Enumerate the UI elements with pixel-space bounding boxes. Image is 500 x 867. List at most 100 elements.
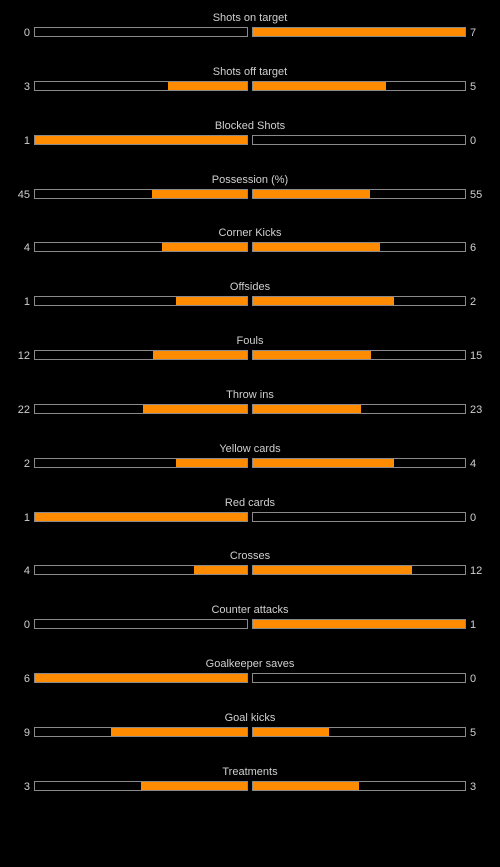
stat-row-treatments: Treatments 3 3 <box>0 765 500 819</box>
stat-row-fouls: Fouls 12 15 <box>0 334 500 388</box>
away-bar-fill <box>253 28 465 36</box>
stat-row-goal-kicks: Goal kicks 9 5 <box>0 711 500 765</box>
stat-label: Shots off target <box>212 65 288 78</box>
home-bar-fill <box>176 297 247 306</box>
home-bar-fill <box>35 674 247 683</box>
stat-label: Possession (%) <box>211 173 289 186</box>
away-bar-fill <box>253 297 395 306</box>
home-value: 3 <box>23 80 30 93</box>
home-bar <box>34 296 248 307</box>
away-bar <box>252 673 466 684</box>
home-bar-fill <box>152 351 247 360</box>
away-bar-fill <box>253 458 395 467</box>
stat-label: Offsides <box>229 281 271 294</box>
away-value: 55 <box>470 188 483 201</box>
stat-row-possession: Possession (%) 45 55 <box>0 173 500 227</box>
home-bar <box>34 188 248 199</box>
away-value: 5 <box>470 726 477 739</box>
match-stats-panel: Shots on target 0 7 Shots off target 3 5… <box>0 11 500 819</box>
away-bar <box>252 27 466 37</box>
away-bar-fill <box>253 566 412 575</box>
away-bar <box>252 188 466 199</box>
away-value: 0 <box>470 673 477 686</box>
away-bar-fill <box>253 243 381 252</box>
home-value: 9 <box>23 726 30 739</box>
home-bar <box>34 726 248 737</box>
stat-row-corner-kicks: Corner Kicks 4 6 <box>0 226 500 280</box>
away-bar-fill <box>253 781 359 790</box>
home-value: 3 <box>23 780 30 793</box>
home-value: 1 <box>23 134 30 147</box>
stat-row-crosses: Crosses 4 12 <box>0 549 500 603</box>
stat-row-counter-attacks: Counter attacks 0 1 <box>0 603 500 657</box>
stat-label: Goalkeeper saves <box>205 658 295 671</box>
home-bar <box>34 619 248 630</box>
home-value: 4 <box>23 242 30 255</box>
home-bar <box>34 350 248 361</box>
stat-label: Fouls <box>236 335 264 348</box>
away-bar-fill <box>253 727 329 736</box>
away-value: 2 <box>470 296 477 309</box>
away-bar-fill <box>253 620 465 629</box>
home-bar <box>34 403 248 414</box>
stat-row-throw-ins: Throw ins 22 23 <box>0 388 500 442</box>
home-value: 12 <box>17 350 30 363</box>
home-bar <box>34 511 248 522</box>
away-bar <box>252 619 466 630</box>
away-bar <box>252 565 466 576</box>
home-bar-fill <box>151 189 247 198</box>
home-value: 22 <box>17 403 30 416</box>
stat-label: Treatments <box>222 765 278 778</box>
away-bar <box>252 296 466 307</box>
stat-row-shots-on-target: Shots on target 0 7 <box>0 11 500 65</box>
home-value: 0 <box>23 619 30 632</box>
home-bar-fill <box>176 458 247 467</box>
stat-label: Shots on target <box>212 12 288 24</box>
stat-label: Counter attacks <box>211 604 289 617</box>
away-bar <box>252 403 466 414</box>
home-bar <box>34 80 248 91</box>
away-bar <box>252 242 466 253</box>
home-bar-fill <box>141 781 247 790</box>
away-value: 0 <box>470 511 477 524</box>
home-bar <box>34 134 248 145</box>
stat-row-goalkeeper-saves: Goalkeeper saves 6 0 <box>0 657 500 711</box>
home-value: 6 <box>23 673 30 686</box>
away-bar <box>252 780 466 791</box>
home-bar-fill <box>110 727 247 736</box>
home-value: 2 <box>23 457 30 470</box>
stat-label: Yellow cards <box>219 442 281 455</box>
away-value: 7 <box>470 27 477 39</box>
stat-label: Goal kicks <box>224 711 276 724</box>
home-bar-fill <box>35 135 247 144</box>
away-value: 5 <box>470 80 477 93</box>
stat-label: Throw ins <box>226 388 274 401</box>
away-value: 15 <box>470 350 483 363</box>
away-value: 3 <box>470 780 477 793</box>
away-value: 23 <box>470 403 483 416</box>
stat-row-yellow-cards: Yellow cards 2 4 <box>0 442 500 496</box>
home-bar <box>34 27 248 37</box>
stat-label: Blocked Shots <box>214 119 286 132</box>
away-bar <box>252 80 466 91</box>
away-value: 6 <box>470 242 477 255</box>
away-bar <box>252 134 466 145</box>
home-value: 1 <box>23 511 30 524</box>
away-value: 4 <box>470 457 477 470</box>
away-bar-fill <box>253 189 370 198</box>
away-value: 12 <box>470 565 483 578</box>
home-bar-fill <box>167 81 247 90</box>
home-bar <box>34 565 248 576</box>
stat-label: Corner Kicks <box>218 227 282 240</box>
away-bar <box>252 457 466 468</box>
away-bar-fill <box>253 351 371 360</box>
home-value: 4 <box>23 565 30 578</box>
home-value: 1 <box>23 296 30 309</box>
home-value: 45 <box>17 188 30 201</box>
away-bar <box>252 726 466 737</box>
stat-row-offsides: Offsides 1 2 <box>0 280 500 334</box>
away-bar-fill <box>253 404 362 413</box>
home-bar-fill <box>162 243 247 252</box>
stat-label: Crosses <box>229 550 271 563</box>
stat-label: Red cards <box>224 496 276 509</box>
